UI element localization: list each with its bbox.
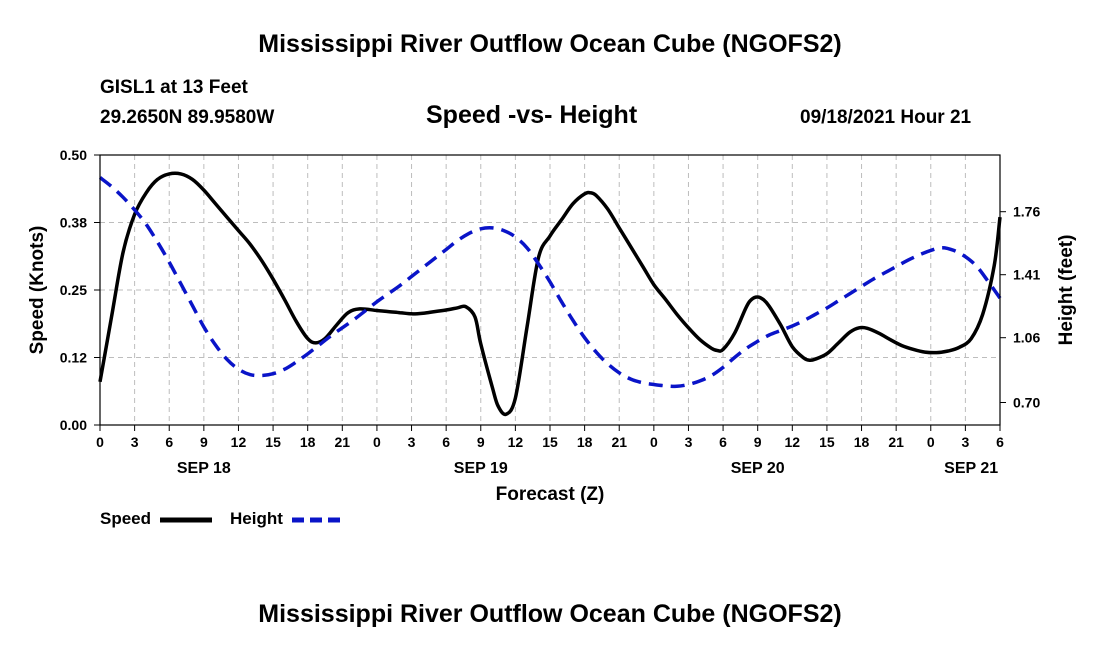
- x-tick-label: 0: [650, 434, 658, 450]
- y-axis-label-right: Height (feet): [1056, 235, 1077, 346]
- x-tick-label: 15: [542, 434, 558, 450]
- y-tick-label-left: 0.00: [60, 417, 87, 433]
- x-tick-label: 12: [508, 434, 524, 450]
- chart-title: Mississippi River Outflow Ocean Cube (NG…: [258, 30, 842, 58]
- x-tick-label: 3: [408, 434, 416, 450]
- legend-speed-label: Speed: [100, 509, 152, 528]
- x-tick-label: 0: [373, 434, 381, 450]
- y-tick-label-right: 1.06: [1013, 330, 1040, 346]
- date-label: SEP 19: [454, 460, 508, 477]
- x-tick-label: 3: [685, 434, 693, 450]
- x-tick-label: 6: [719, 434, 727, 450]
- station-label: GISL1 at 13 Feet: [100, 77, 248, 98]
- x-tick-label: 12: [231, 434, 247, 450]
- x-tick-label: 18: [577, 434, 593, 450]
- date-label: SEP 18: [177, 460, 231, 477]
- x-tick-label: 6: [165, 434, 173, 450]
- footer-title: Mississippi River Outflow Ocean Cube (NG…: [258, 600, 842, 628]
- y-axis-label-left: Speed (Knots): [27, 226, 48, 355]
- legend-height-label: Height: [230, 509, 283, 528]
- series-layer: [98, 171, 1002, 417]
- grid-lines: [100, 155, 1000, 425]
- y-tick-label-left: 0.38: [60, 215, 87, 231]
- forecast-datetime: 09/18/2021 Hour 21: [800, 107, 972, 128]
- x-axis-label: Forecast (Z): [496, 484, 605, 505]
- x-tick-label: 21: [888, 434, 904, 450]
- y-tick-label-right: 1.76: [1013, 204, 1040, 220]
- x-tick-label: 6: [996, 434, 1004, 450]
- x-tick-label: 9: [754, 434, 762, 450]
- date-label: SEP 20: [731, 460, 785, 477]
- y-tick-label-right: 0.70: [1013, 395, 1040, 411]
- x-tick-label: 18: [300, 434, 316, 450]
- x-tick-label: 15: [265, 434, 281, 450]
- x-tick-label: 9: [200, 434, 208, 450]
- x-tick-label: 0: [927, 434, 935, 450]
- date-label: SEP 21: [944, 460, 998, 477]
- y-tick-label-left: 0.25: [60, 282, 87, 298]
- chart-subtitle: Speed -vs- Height: [426, 101, 638, 129]
- series-line-height: [98, 176, 1002, 389]
- x-tick-label: 6: [442, 434, 450, 450]
- y-tick-label-left: 0.12: [60, 350, 87, 366]
- station-coordinates: 29.2650N 89.9580W: [100, 107, 275, 128]
- y-tick-label-right: 1.41: [1013, 267, 1040, 283]
- x-tick-label: 21: [611, 434, 627, 450]
- x-tick-label: 18: [854, 434, 870, 450]
- y-tick-label-left: 0.50: [60, 147, 87, 163]
- axes: 0 3 6 9 12 15 18 21 0 3 6 9 12 15 18 21 0 3 6 9 12 15 18 21 0 3 6S…: [60, 147, 1041, 477]
- x-tick-label: 15: [819, 434, 835, 450]
- x-tick-label: 3: [961, 434, 969, 450]
- x-tick-label: 3: [131, 434, 139, 450]
- x-tick-label: 0: [96, 434, 104, 450]
- x-tick-label: 9: [477, 434, 485, 450]
- x-tick-label: 12: [785, 434, 801, 450]
- series-line-speed: [98, 171, 1002, 417]
- x-tick-label: 21: [335, 434, 351, 450]
